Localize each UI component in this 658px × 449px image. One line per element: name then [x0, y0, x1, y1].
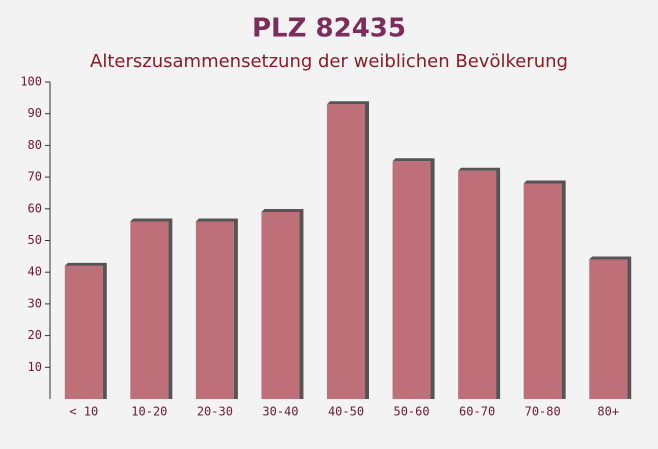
x-tick-label: 70-80	[525, 405, 561, 419]
chart-title: PLZ 82435	[252, 14, 406, 44]
chart-subtitle: Alterszusammensetzung der weiblichen Bev…	[90, 51, 568, 72]
x-tick-label: < 10	[69, 405, 98, 419]
x-tick-label: 60-70	[459, 405, 495, 419]
y-tick-label: 40	[28, 265, 42, 279]
y-tick-label: 100	[20, 75, 42, 89]
y-tick-label: 50	[28, 233, 42, 247]
x-tick-label: 10-20	[131, 405, 167, 419]
bar	[392, 161, 431, 399]
y-tick-label: 60	[28, 201, 42, 215]
y-tick-label: 90	[28, 106, 42, 120]
x-tick-label: 80+	[597, 405, 619, 419]
bar	[458, 170, 497, 399]
y-tick-label: 30	[28, 296, 42, 310]
x-tick-label: 30-40	[262, 405, 298, 419]
bar	[130, 221, 169, 399]
bar	[195, 221, 234, 399]
y-tick-label: 20	[28, 328, 42, 342]
x-tick-label: 40-50	[328, 405, 364, 419]
y-tick-label: 10	[28, 360, 42, 374]
y-tick-label: 80	[28, 138, 42, 152]
bar	[64, 265, 103, 399]
x-tick-label: 50-60	[393, 405, 429, 419]
bar	[589, 259, 628, 399]
bar	[523, 183, 562, 399]
x-tick-label: 20-30	[197, 405, 233, 419]
y-tick-label: 70	[28, 170, 42, 184]
bar	[327, 104, 365, 399]
bar	[261, 211, 300, 399]
